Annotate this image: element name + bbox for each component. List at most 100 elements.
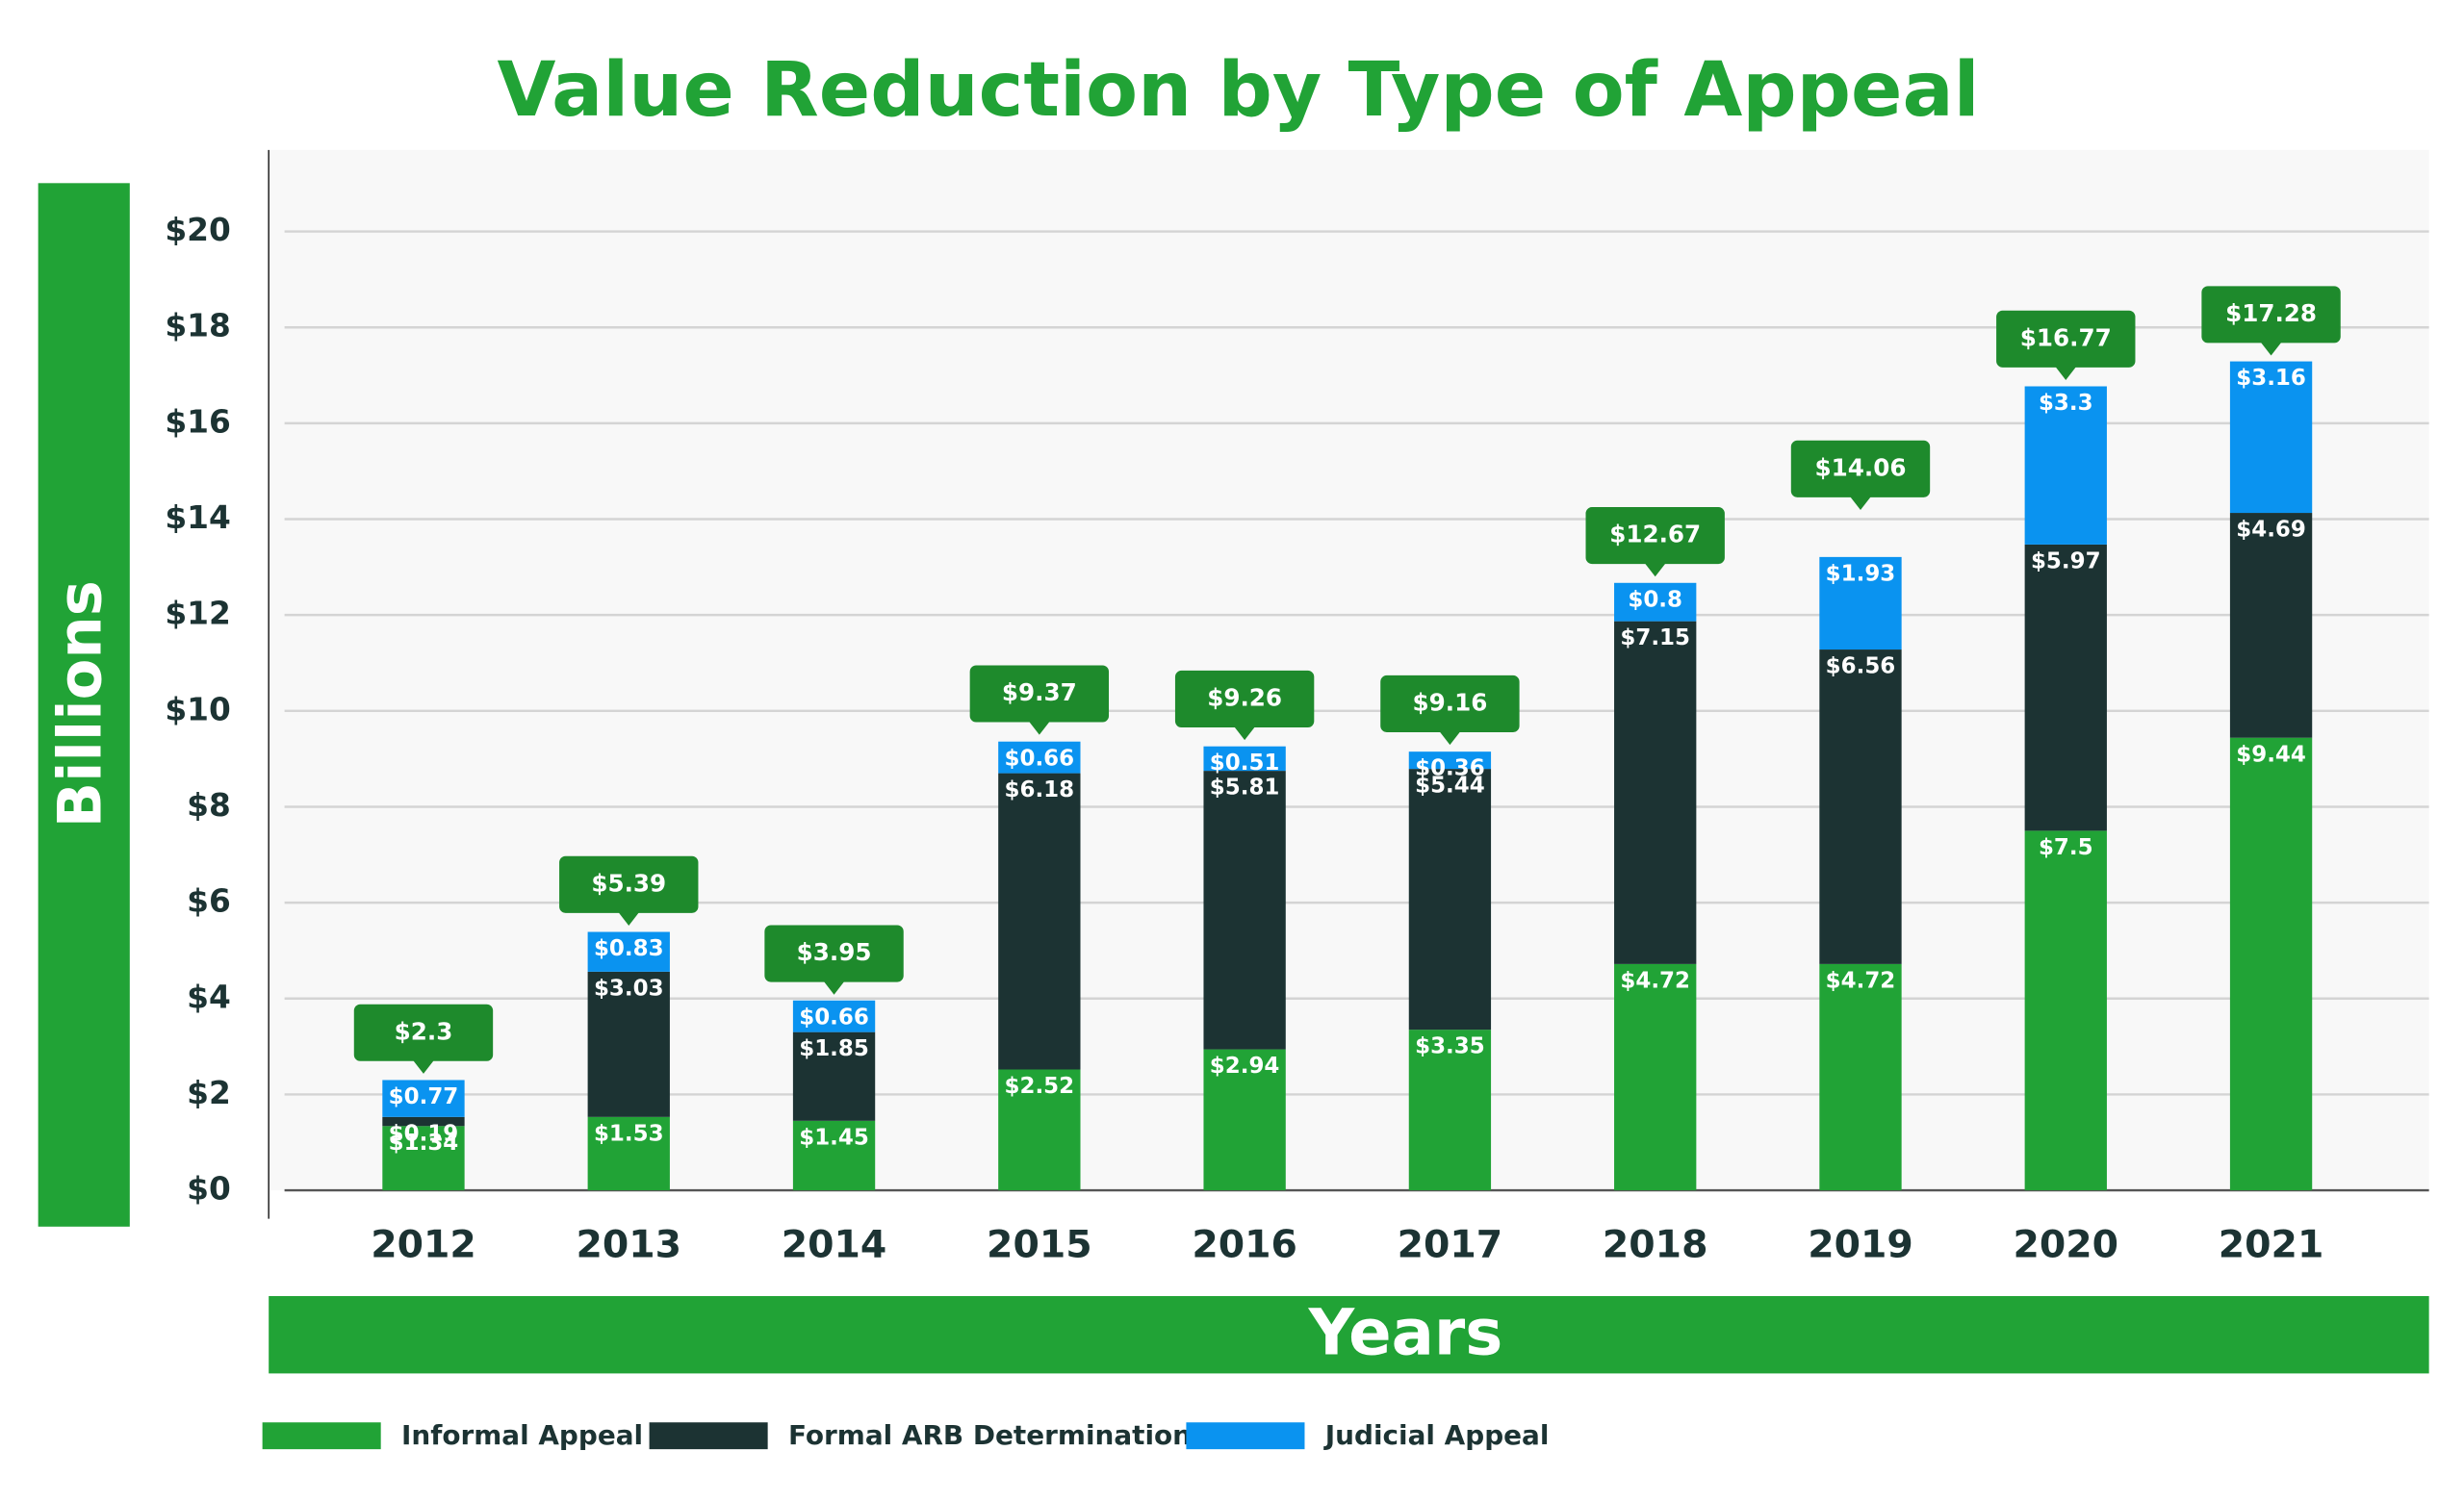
data-label: $0.19 [389, 1121, 459, 1146]
callout-pointer [412, 1059, 435, 1074]
callout-box [1996, 310, 2136, 368]
bar-segment [792, 1120, 876, 1191]
bar-segment [792, 1000, 876, 1032]
y-axis-label: Billions [44, 580, 115, 827]
callout-box [969, 665, 1110, 723]
bar-segment [1408, 751, 1492, 770]
callout-box [1585, 507, 1725, 565]
total-label: $16.77 [2020, 323, 2112, 351]
legend-label: Informal Appeal [401, 1419, 643, 1451]
bar-segment [382, 1126, 465, 1191]
y-label-band [38, 183, 130, 1227]
data-label: $1.53 [594, 1121, 664, 1146]
chart-title: Value Reduction by Type of Appeal [498, 45, 1980, 134]
y-tick-label: $18 [165, 308, 230, 344]
callout-box [353, 1004, 494, 1061]
bar-segment [1819, 556, 1902, 650]
x-tick-label: 2012 [371, 1223, 476, 1267]
bar-segment [2024, 386, 2107, 545]
bar-segment [1614, 963, 1697, 1191]
callout-pointer [2054, 366, 2077, 380]
data-label: $1.34 [389, 1131, 459, 1156]
total-label: $3.95 [797, 938, 872, 966]
total-callout [353, 1004, 494, 1074]
bar-segment [587, 931, 670, 972]
data-label: $6.56 [1826, 654, 1896, 679]
total-callout [559, 855, 699, 926]
data-label: $1.45 [799, 1125, 869, 1150]
x-tick-label: 2020 [2014, 1223, 2119, 1267]
data-label: $4.69 [2236, 518, 2306, 543]
x-axis-label: Years [1308, 1297, 1503, 1370]
total-label: $5.39 [591, 869, 666, 897]
bar-segment [382, 1116, 465, 1127]
y-tick-label: $14 [165, 499, 230, 536]
bar-segment [1203, 746, 1286, 772]
callout-box [1790, 440, 1931, 497]
data-label: $5.97 [2031, 548, 2101, 573]
legend-swatch [649, 1422, 768, 1450]
data-label: $0.51 [1210, 751, 1280, 776]
data-label: $0.77 [389, 1084, 459, 1109]
x-tick-label: 2014 [782, 1223, 887, 1267]
data-label: $3.16 [2236, 366, 2306, 391]
legend-label: Judicial Appeal [1323, 1419, 1550, 1451]
callout-pointer [1644, 562, 1667, 577]
bar-segment [998, 1069, 1081, 1191]
data-label: $3.3 [2039, 391, 2093, 416]
data-label: $9.44 [2236, 742, 2306, 767]
x-tick-label: 2013 [576, 1223, 681, 1267]
y-tick-label: $6 [187, 883, 231, 920]
callout-box [1380, 675, 1520, 732]
callout-pointer [1028, 720, 1051, 735]
total-label: $9.26 [1207, 683, 1282, 711]
y-tick-label: $10 [165, 691, 230, 727]
bar-segment [587, 1116, 670, 1191]
total-callout [1790, 440, 1931, 510]
total-callout [1585, 507, 1725, 577]
bar-segment [1819, 963, 1902, 1191]
callout-pointer [1438, 730, 1461, 746]
total-label: $9.16 [1412, 688, 1487, 716]
callout-pointer [823, 980, 846, 995]
data-label: $1.93 [1826, 561, 1896, 586]
callout-box [559, 855, 699, 913]
x-tick-label: 2019 [1808, 1223, 1913, 1267]
legend-label: Formal ARB Determination [788, 1419, 1192, 1451]
callout-pointer [2260, 341, 2283, 356]
data-label: $1.85 [799, 1036, 869, 1061]
total-callout [1380, 675, 1520, 746]
callout-pointer [1849, 496, 1872, 510]
total-label: $9.37 [1002, 678, 1077, 706]
total-label: $2.3 [395, 1017, 453, 1045]
data-label: $0.66 [799, 1005, 869, 1030]
bar-segment [2024, 544, 2107, 831]
data-label: $5.44 [1415, 774, 1485, 799]
total-label: $12.67 [1609, 521, 1701, 548]
data-label: $3.35 [1415, 1034, 1485, 1059]
bar-segment [2229, 361, 2313, 514]
legend-swatch [262, 1422, 381, 1450]
bar-segment [2229, 737, 2313, 1191]
bar-segment [998, 741, 1081, 774]
x-tick-label: 2016 [1192, 1223, 1297, 1267]
data-label: $2.52 [1005, 1074, 1075, 1099]
x-tick-label: 2021 [2219, 1223, 2324, 1267]
y-tick-label: $8 [187, 787, 231, 824]
bar-segment [998, 773, 1081, 1070]
data-label: $0.36 [1415, 756, 1485, 781]
data-label: $6.18 [1005, 777, 1075, 802]
bar-segment [2229, 513, 2313, 738]
bar-segment [1203, 1049, 1286, 1191]
total-label: $14.06 [1815, 453, 1907, 481]
data-label: $3.03 [594, 976, 664, 1001]
bar-segment [1614, 621, 1697, 964]
callout-box [1174, 670, 1315, 728]
callout-pointer [1233, 726, 1256, 741]
bar-segment [1408, 1030, 1492, 1191]
data-label: $5.81 [1210, 776, 1280, 801]
bar-segment [1819, 649, 1902, 964]
x-tick-label: 2018 [1603, 1223, 1708, 1267]
bar-segment [792, 1031, 876, 1121]
